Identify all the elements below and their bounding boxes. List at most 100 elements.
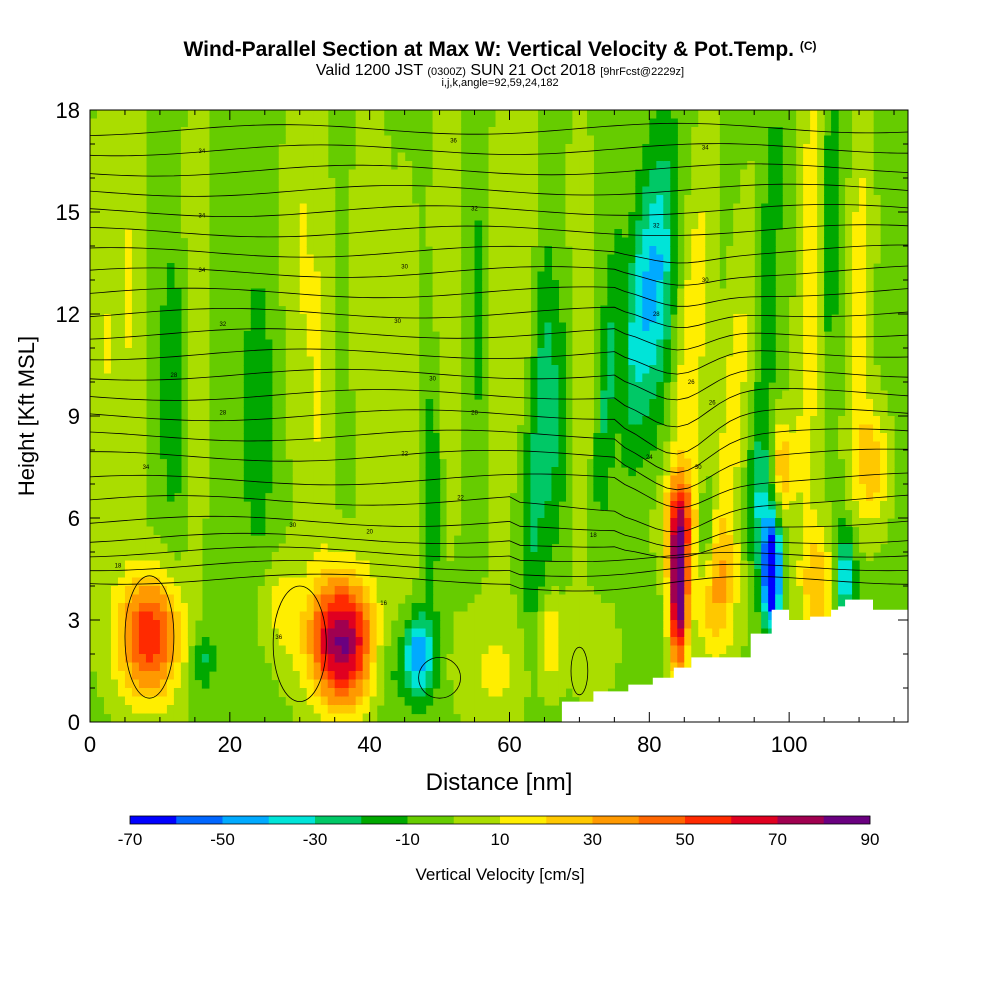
field-cell [768, 152, 776, 162]
field-cell [747, 552, 755, 562]
field-cell [103, 229, 112, 239]
field-cell [488, 628, 497, 638]
field-cell [425, 594, 434, 604]
field-cell [383, 288, 392, 298]
field-cell [250, 509, 259, 519]
field-cell [516, 195, 525, 205]
field-cell [488, 288, 497, 298]
field-cell [509, 254, 518, 264]
field-cell [299, 705, 308, 715]
field-cell [460, 637, 469, 647]
field-cell [712, 433, 720, 443]
field-cell [460, 645, 469, 655]
field-cell [453, 271, 462, 281]
field-cell [691, 263, 699, 273]
field-cell [558, 484, 567, 494]
field-cell [257, 416, 266, 426]
field-cell [691, 433, 699, 443]
field-cell [712, 110, 720, 120]
field-cell [453, 637, 462, 647]
field-cell [117, 679, 126, 689]
field-cell [733, 416, 741, 426]
field-cell [698, 178, 706, 188]
field-cell [495, 127, 504, 137]
field-cell [523, 322, 532, 332]
field-cell [313, 696, 322, 706]
field-cell [705, 373, 713, 383]
field-cell [299, 620, 308, 630]
field-cell [670, 237, 678, 247]
field-cell [271, 637, 280, 647]
field-cell [103, 390, 112, 400]
field-cell [327, 450, 336, 460]
field-cell [796, 416, 804, 426]
field-cell [530, 229, 539, 239]
field-cell [355, 484, 364, 494]
field-cell [285, 416, 294, 426]
field-cell [124, 297, 133, 307]
field-cell [684, 535, 692, 545]
field-cell [138, 178, 147, 188]
field-cell [327, 713, 336, 722]
field-cell [173, 603, 182, 613]
field-cell [712, 246, 720, 256]
field-cell [495, 458, 504, 468]
field-cell [103, 654, 112, 664]
field-cell [747, 246, 755, 256]
field-cell [313, 611, 322, 621]
field-cell [705, 305, 713, 315]
field-cell [257, 611, 266, 621]
field-cell [299, 339, 308, 349]
field-cell [96, 645, 105, 655]
field-cell [180, 620, 189, 630]
field-cell [320, 161, 329, 171]
field-cell [775, 433, 783, 443]
field-cell [194, 475, 203, 485]
field-cell [327, 271, 336, 281]
field-cell [530, 560, 539, 570]
field-cell [201, 331, 210, 341]
field-cell [698, 220, 706, 230]
field-cell [488, 577, 497, 587]
field-cell [180, 671, 189, 681]
field-cell [768, 144, 776, 154]
field-cell [663, 577, 671, 587]
field-cell [663, 246, 671, 256]
field-cell [383, 458, 392, 468]
field-cell [642, 322, 650, 332]
field-cell [446, 339, 455, 349]
field-cell [488, 195, 497, 205]
field-cell [579, 220, 587, 230]
field-cell [110, 458, 119, 468]
field-cell [180, 229, 189, 239]
field-cell [621, 433, 629, 443]
field-cell [572, 288, 580, 298]
field-cell [124, 390, 133, 400]
field-cell [789, 509, 797, 519]
field-cell [341, 560, 350, 570]
field-cell [670, 169, 678, 179]
field-cell [103, 237, 112, 247]
field-cell [439, 144, 448, 154]
field-cell [705, 594, 713, 604]
field-cell [810, 382, 818, 392]
field-cell [404, 484, 413, 494]
field-cell [362, 671, 371, 681]
field-cell [250, 467, 259, 477]
field-cell [124, 433, 133, 443]
field-cell [453, 127, 462, 137]
field-cell [369, 441, 378, 451]
field-cell [551, 399, 560, 409]
field-cell [509, 475, 518, 485]
field-cell [495, 713, 504, 722]
field-cell [131, 254, 140, 264]
field-cell [481, 603, 490, 613]
field-cell [803, 373, 811, 383]
field-cell [369, 110, 378, 120]
field-cell [383, 339, 392, 349]
field-cell [446, 467, 455, 477]
field-cell [411, 433, 420, 443]
field-cell [726, 645, 734, 655]
field-cell [663, 220, 671, 230]
field-cell [719, 560, 727, 570]
